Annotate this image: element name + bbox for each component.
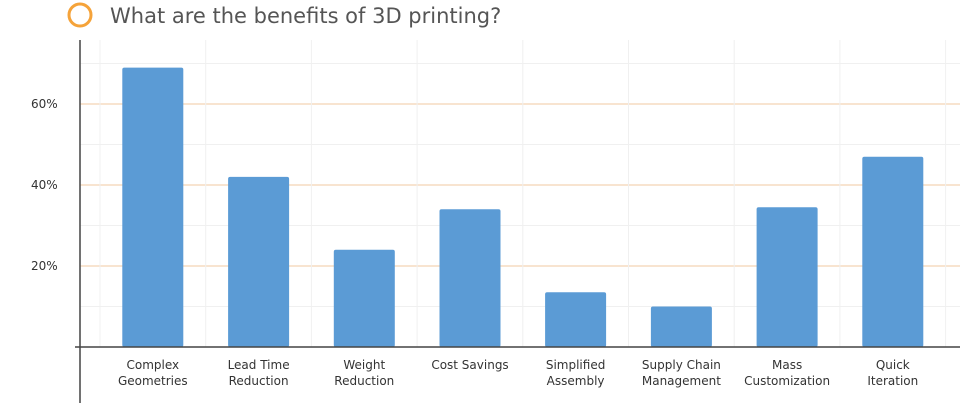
bar-series [122, 67, 924, 347]
bar-2 [333, 249, 395, 347]
category-label: Lead Time Reduction [228, 358, 290, 388]
category-label: Complex Geometries [118, 358, 188, 388]
axes: 20% 40% 60% [31, 40, 960, 403]
bar-3 [439, 209, 501, 347]
bar-5 [650, 306, 712, 347]
category-label: Simplified Assembly [546, 358, 605, 388]
chart-title: What are the benefits of 3D printing? [110, 4, 501, 28]
bar-0 [122, 67, 184, 347]
category-label: Weight Reduction [334, 358, 394, 388]
bar-4 [545, 292, 607, 347]
bar-1 [228, 176, 290, 347]
category-label: Mass Customization [744, 358, 830, 388]
category-label: Quick Iteration [867, 358, 918, 388]
title-marker-icon [67, 2, 93, 28]
y-tick-label: 40% [31, 178, 58, 192]
category-label: Cost Savings [431, 358, 508, 372]
bar-6 [756, 207, 818, 347]
category-label: Supply Chain Management [642, 358, 721, 388]
category-labels: Complex Geometries Lead Time Reduction Weigh… [118, 358, 918, 388]
bar-7 [862, 156, 924, 347]
y-tick-label: 60% [31, 97, 58, 111]
grid-lines [80, 40, 960, 347]
y-tick-label: 20% [31, 259, 58, 273]
